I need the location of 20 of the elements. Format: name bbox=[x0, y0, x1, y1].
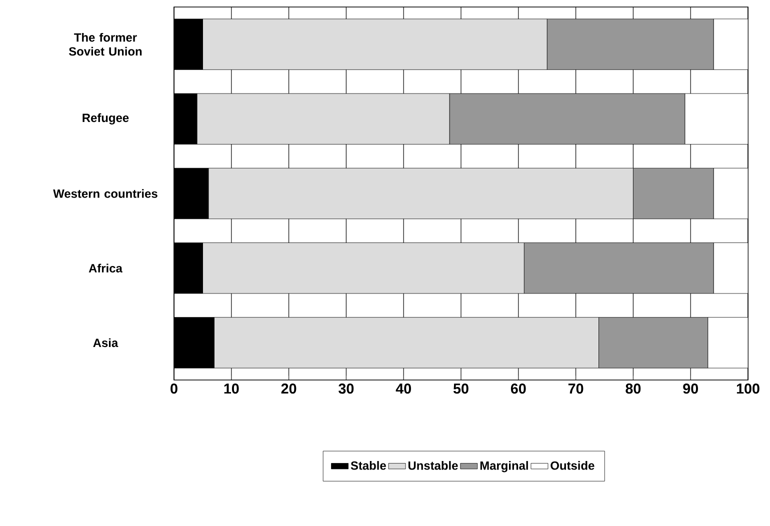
x-tick-label: 20 bbox=[281, 384, 296, 394]
legend-label: Marginal bbox=[480, 461, 528, 472]
x-tick-label: 60 bbox=[510, 384, 526, 394]
x-tick-label: 50 bbox=[453, 384, 468, 394]
x-tick-label: 90 bbox=[683, 384, 698, 394]
y-tick-label: The former Soviet Union bbox=[68, 32, 142, 56]
x-tick-label: 100 bbox=[736, 384, 760, 394]
x-tick-label: 80 bbox=[626, 384, 641, 394]
y-tick-label: Asia bbox=[93, 338, 118, 348]
legend-label: Outside bbox=[550, 461, 594, 470]
y-tick-label: Refugee bbox=[82, 113, 129, 124]
y-tick-label: Africa bbox=[88, 264, 122, 272]
x-tick-label: 30 bbox=[338, 384, 354, 394]
x-tick-label: 40 bbox=[396, 384, 411, 394]
legend-label: Unstable bbox=[408, 461, 458, 470]
y-tick-label: Western countries bbox=[53, 189, 158, 198]
x-tick-label: 0 bbox=[170, 384, 178, 394]
legend-label: Stable bbox=[350, 461, 386, 470]
x-tick-label: 10 bbox=[224, 384, 239, 394]
x-tick-label: 70 bbox=[568, 384, 584, 394]
